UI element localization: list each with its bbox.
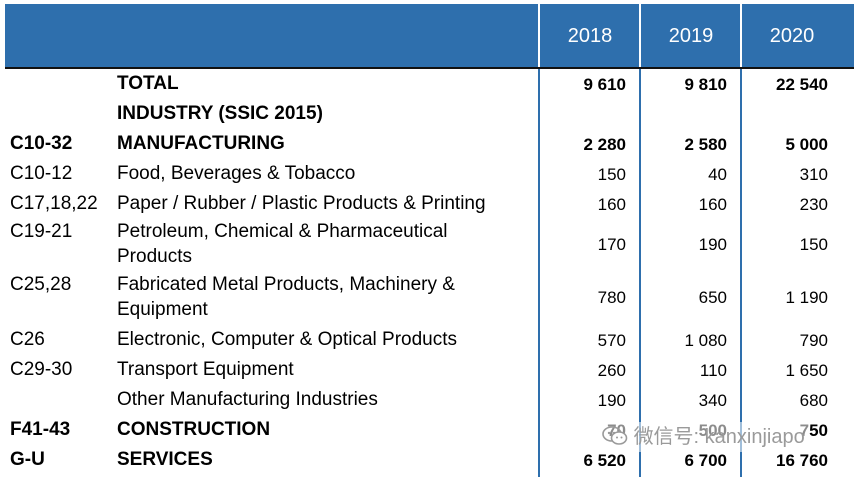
row-code-construction: F41-43 (10, 419, 71, 440)
row-label-services: SERVICES (117, 449, 213, 470)
row-label-industry: INDUSTRY (SSIC 2015) (117, 103, 323, 124)
value-transport-2019: 110 (699, 361, 727, 380)
value-paper-2019: 160 (698, 195, 727, 214)
value-transport-2018: 260 (597, 361, 626, 380)
value-food-2020: 310 (799, 165, 828, 184)
row-code-electronic: C26 (10, 329, 45, 350)
row-code-manufacturing: C10-32 (10, 133, 73, 154)
row-code-food: C10-12 (10, 163, 73, 184)
column-divider (639, 69, 641, 477)
table-header: 2018 2019 2020 (5, 4, 854, 68)
row-label-petroleum: Petroleum, Chemical & Pharmaceutical Pro… (117, 221, 448, 267)
row-code-metal: C25,28 (10, 274, 72, 295)
header-separator (740, 4, 742, 68)
column-divider (538, 69, 540, 477)
year-header-2019: 2019 (668, 25, 714, 47)
row-label-transport: Transport Equipment (117, 359, 294, 380)
row-label-food: Food, Beverages & Tobacco (117, 163, 356, 184)
watermark: 微信号: kanxinjiapo (598, 422, 809, 452)
year-header-2018: 2018 (567, 25, 613, 47)
value-services-2020: 16 760 (776, 451, 828, 470)
row-label-paper: Paper / Rubber / Plastic Products & Prin… (117, 193, 486, 214)
value-paper-2018: 160 (597, 195, 626, 214)
value-manufacturing-2020: 5 000 (785, 135, 828, 154)
row-code-petroleum: C19-21 (10, 221, 73, 242)
header-rule (5, 67, 854, 69)
value-electronic-2020: 790 (799, 331, 828, 350)
year-header-2020: 2020 (769, 25, 815, 47)
value-total-2018: 9 610 (583, 75, 626, 94)
header-separator (639, 4, 641, 68)
value-other-2019: 340 (698, 391, 727, 410)
row-label-construction: CONSTRUCTION (117, 419, 271, 440)
row-label-metal: Fabricated Metal Products, Machinery & E… (117, 274, 455, 320)
value-electronic-2019: 1 080 (684, 331, 727, 350)
value-paper-2020: 230 (799, 195, 828, 214)
value-total-2019: 9 810 (684, 75, 727, 94)
value-other-2018: 190 (597, 391, 626, 410)
value-other-2020: 680 (799, 391, 828, 410)
value-metal-2018: 780 (597, 288, 626, 307)
value-petroleum-2019: 190 (698, 235, 727, 254)
value-food-2018: 150 (597, 165, 626, 184)
row-code-transport: C29-30 (10, 359, 73, 380)
value-electronic-2018: 570 (597, 331, 626, 350)
value-metal-2019: 650 (698, 288, 727, 307)
row-code-paper: C17,18,22 (10, 193, 98, 214)
column-divider (740, 69, 742, 477)
value-manufacturing-2019: 2 580 (684, 135, 727, 154)
value-total-2020: 22 540 (776, 75, 828, 94)
value-services-2019: 6 700 (684, 451, 727, 470)
row-label-total: TOTAL (117, 73, 179, 94)
header-separator (538, 4, 540, 68)
value-services-2018: 6 520 (583, 451, 626, 470)
value-petroleum-2018: 170 (597, 235, 626, 254)
row-label-manufacturing: MANUFACTURING (117, 133, 285, 154)
value-metal-2020: 1 190 (785, 288, 828, 307)
value-transport-2020: 1 650 (785, 361, 828, 380)
wechat-icon (602, 425, 628, 445)
value-manufacturing-2018: 2 280 (583, 135, 626, 154)
value-food-2019: 40 (708, 165, 727, 184)
watermark-text: 微信号: kanxinjiapo (633, 426, 805, 448)
row-label-other: Other Manufacturing Industries (117, 389, 378, 410)
row-label-electronic: Electronic, Computer & Optical Products (117, 329, 458, 350)
row-code-services: G-U (10, 449, 45, 470)
value-petroleum-2020: 150 (799, 235, 828, 254)
